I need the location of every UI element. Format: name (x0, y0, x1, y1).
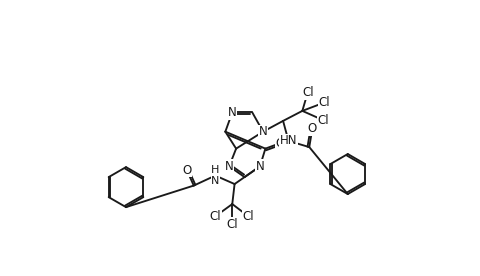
Text: N: N (224, 160, 233, 173)
Text: O: O (182, 164, 191, 177)
Text: Cl: Cl (242, 210, 254, 223)
Text: O: O (307, 122, 316, 135)
Text: Cl: Cl (317, 114, 328, 127)
Text: Cl: Cl (318, 96, 330, 109)
Text: N: N (258, 125, 267, 138)
Text: O: O (275, 137, 284, 150)
Text: Cl: Cl (209, 210, 221, 223)
Text: H
N: H N (211, 165, 219, 186)
Text: HN: HN (279, 134, 297, 147)
Text: Cl: Cl (226, 217, 238, 230)
Text: N: N (228, 106, 236, 119)
Text: N: N (255, 160, 264, 173)
Text: Cl: Cl (301, 86, 313, 99)
